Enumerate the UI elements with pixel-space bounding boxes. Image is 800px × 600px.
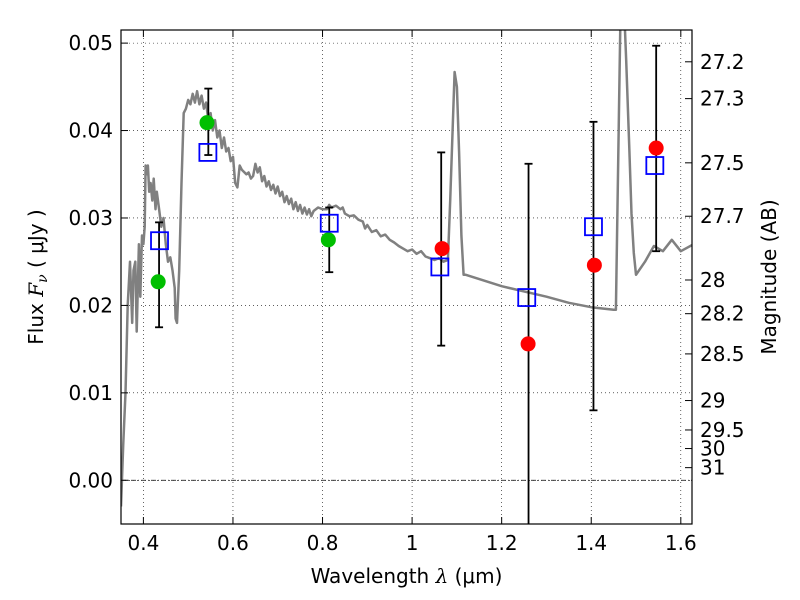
green-data-point bbox=[199, 115, 215, 131]
blue-model-square bbox=[584, 217, 603, 237]
y-tick-label: 0.04 bbox=[68, 119, 113, 143]
y2-tick-label: 31 bbox=[700, 456, 725, 480]
x-tick-label: 1.4 bbox=[575, 531, 607, 555]
red-data-point bbox=[520, 336, 536, 352]
blue-model-square bbox=[150, 231, 169, 251]
y-axis-label: Flux Fν ( μJy ) bbox=[24, 209, 51, 344]
axes-frame bbox=[120, 29, 693, 525]
blue-model-square bbox=[430, 257, 450, 277]
y2-tick-label: 27.3 bbox=[700, 87, 745, 111]
y-tick-label: 0.05 bbox=[68, 31, 113, 55]
plot-area bbox=[121, 30, 692, 524]
x-tick-label: 1.6 bbox=[665, 531, 697, 555]
x-tick-label: 1.2 bbox=[486, 531, 518, 555]
y2-tick-label: 28 bbox=[700, 268, 725, 292]
x-axis: 0.4 0.6 0.8 1 1.2 1.4 1.6 bbox=[127, 30, 697, 555]
red-data-point bbox=[648, 140, 664, 156]
y2-tick-label: 28.2 bbox=[700, 302, 745, 326]
blue-model-square bbox=[517, 288, 537, 307]
y-tick-label: 0.03 bbox=[68, 206, 113, 230]
x-tick-label: 0.6 bbox=[217, 531, 249, 555]
red-data-point bbox=[434, 241, 450, 257]
red-data-point bbox=[586, 257, 602, 273]
model-spectrum-line bbox=[121, 30, 692, 507]
x-tick-label: 0.4 bbox=[127, 531, 159, 555]
y-tick-label: 0.00 bbox=[68, 468, 113, 492]
y2-axis-label: Magnitude (AB) bbox=[757, 199, 781, 354]
y2-tick-label: 27.7 bbox=[700, 204, 745, 228]
y2-tick-label: 29 bbox=[700, 389, 725, 413]
x-tick-label: 1 bbox=[406, 531, 419, 555]
x-axis-label: Wavelength λ (μm) bbox=[311, 564, 503, 588]
y2-tick-label: 27.2 bbox=[700, 50, 745, 74]
y2-tick-label: 30 bbox=[700, 437, 725, 461]
y-tick-label: 0.01 bbox=[68, 381, 113, 405]
blue-model-square bbox=[319, 213, 339, 233]
blue-model-square bbox=[198, 143, 218, 162]
y2-tick-label: 29.5 bbox=[700, 418, 745, 442]
y-axis: 0.00 0.01 0.02 0.03 0.04 0.05 bbox=[68, 31, 128, 492]
y2-tick-label: 27.5 bbox=[700, 151, 745, 175]
green-data-point bbox=[150, 274, 166, 290]
x-tick-label: 0.8 bbox=[307, 531, 339, 555]
blue-model-square bbox=[645, 156, 665, 175]
green-data-point bbox=[320, 232, 336, 248]
y-tick-label: 0.02 bbox=[68, 293, 113, 317]
y2-tick-label: 28.5 bbox=[700, 342, 745, 366]
